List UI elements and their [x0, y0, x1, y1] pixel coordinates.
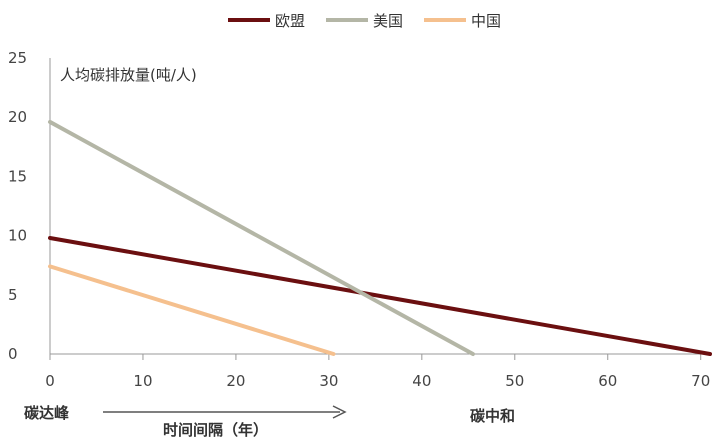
x-tick-label: 20 — [226, 372, 245, 390]
series-line — [48, 119, 475, 356]
series-line — [48, 264, 336, 356]
carbon-neutral-label: 碳中和 — [470, 407, 515, 425]
x-tick-label: 60 — [598, 372, 617, 390]
x-tick-label: 50 — [505, 372, 524, 390]
x-tick-label: 0 — [45, 372, 55, 390]
y-tick-label: 20 — [8, 108, 27, 126]
x-axis-ticks: 0 10 20 30 40 50 60 70 — [45, 354, 710, 390]
y-axis-label: 人均碳排放量(吨/人) — [60, 66, 197, 84]
legend-label: 欧盟 — [275, 12, 305, 30]
x-tick-label: 70 — [691, 372, 710, 390]
x-tick-label: 40 — [412, 372, 431, 390]
series-line — [48, 235, 712, 356]
time-interval-arrow — [103, 405, 347, 419]
series-lines — [48, 119, 712, 356]
legend: 欧盟 美国 中国 — [228, 12, 501, 30]
y-tick-label: 5 — [8, 286, 18, 304]
time-interval-label: 时间间隔（年） — [163, 421, 268, 439]
peak-carbon-label: 碳达峰 — [24, 404, 70, 422]
y-tick-label: 10 — [8, 227, 27, 245]
x-tick-label: 30 — [319, 372, 338, 390]
x-tick-label: 10 — [133, 372, 152, 390]
y-tick-label: 25 — [8, 49, 27, 67]
legend-label: 美国 — [373, 12, 403, 30]
legend-label: 中国 — [471, 12, 501, 30]
y-tick-label: 15 — [8, 167, 27, 185]
y-tick-label: 0 — [8, 345, 18, 363]
y-axis-ticks: 0 5 10 15 20 25 — [8, 49, 27, 363]
